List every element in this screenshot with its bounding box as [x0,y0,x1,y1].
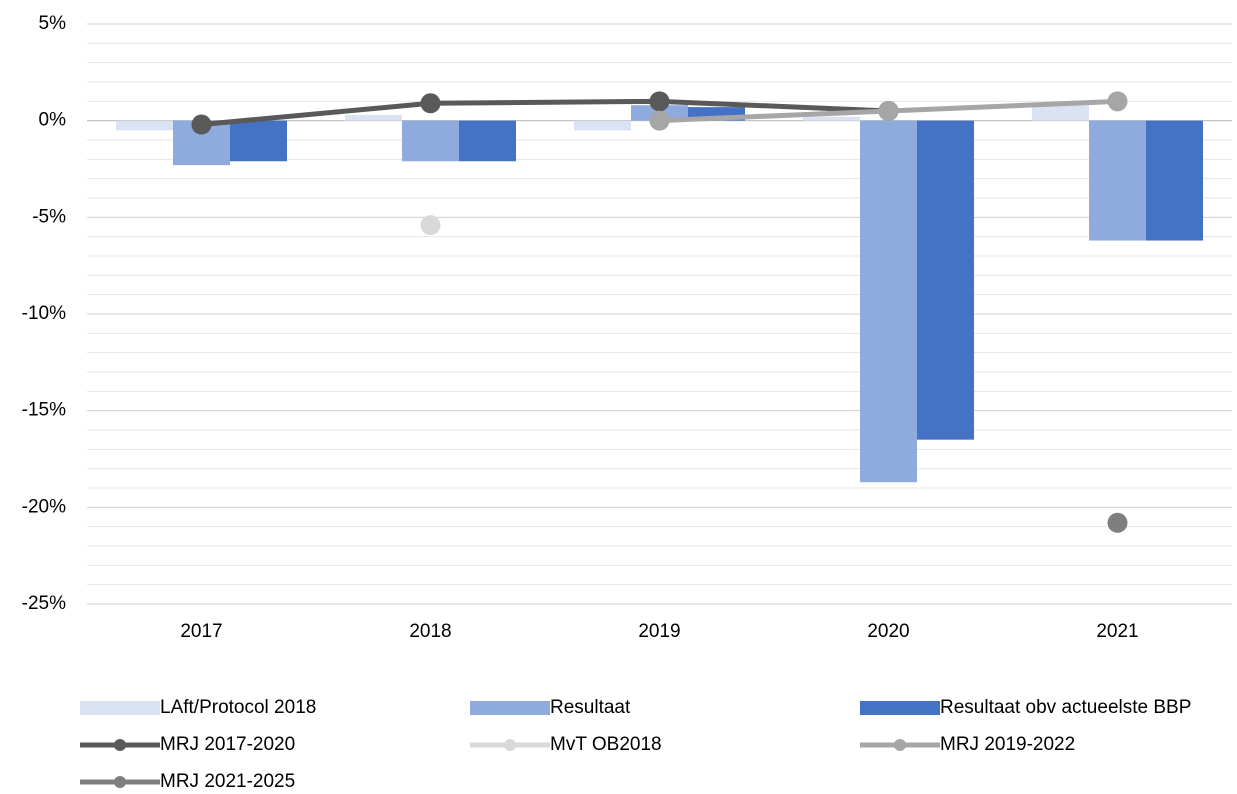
y-tick-label: 5% [39,13,67,34]
legend-swatch [860,701,940,715]
point [420,93,441,114]
point [1107,512,1128,533]
point [1107,91,1128,112]
bar [116,120,173,131]
bar [345,114,402,121]
point [420,215,441,236]
point [878,101,899,121]
bar [402,120,459,162]
legend-label: MRJ 2019-2022 [940,734,1075,755]
x-tick-label: 2019 [638,621,680,642]
x-tick-label: 2018 [409,621,451,642]
bar [1032,103,1089,121]
x-tick-label: 2021 [1096,621,1138,642]
legend-swatch [80,701,160,715]
legend-marker [114,739,126,751]
bar [574,120,631,131]
legend-label: Resultaat obv actueelste BBP [940,697,1191,718]
bar [459,120,516,162]
legend-label: Resultaat [550,697,631,718]
legend-label: MvT OB2018 [550,734,662,755]
y-tick-label: -20% [22,496,66,517]
bar [1089,120,1146,241]
x-tick-label: 2020 [867,621,909,642]
legend-marker [504,739,516,751]
bar [917,120,974,440]
legend-label: MRJ 2017-2020 [160,734,295,755]
y-tick-label: -10% [22,303,66,324]
legend-marker [114,776,126,788]
point [191,114,212,135]
legend-label: LAft/Protocol 2018 [160,697,316,718]
legend-marker [894,739,906,751]
y-tick-label: -5% [32,206,66,227]
point [649,110,670,131]
y-tick-label: 0% [39,110,67,131]
bar [860,120,917,483]
y-tick-label: -25% [22,593,66,614]
bar [803,116,860,121]
line [201,98,889,128]
y-tick-label: -15% [22,400,66,421]
bar [1146,120,1203,241]
x-tick-label: 2017 [180,621,222,642]
legend-label: MRJ 2021-2025 [160,771,295,792]
bar [230,120,287,162]
point [649,91,670,112]
legend-swatch [470,701,550,715]
